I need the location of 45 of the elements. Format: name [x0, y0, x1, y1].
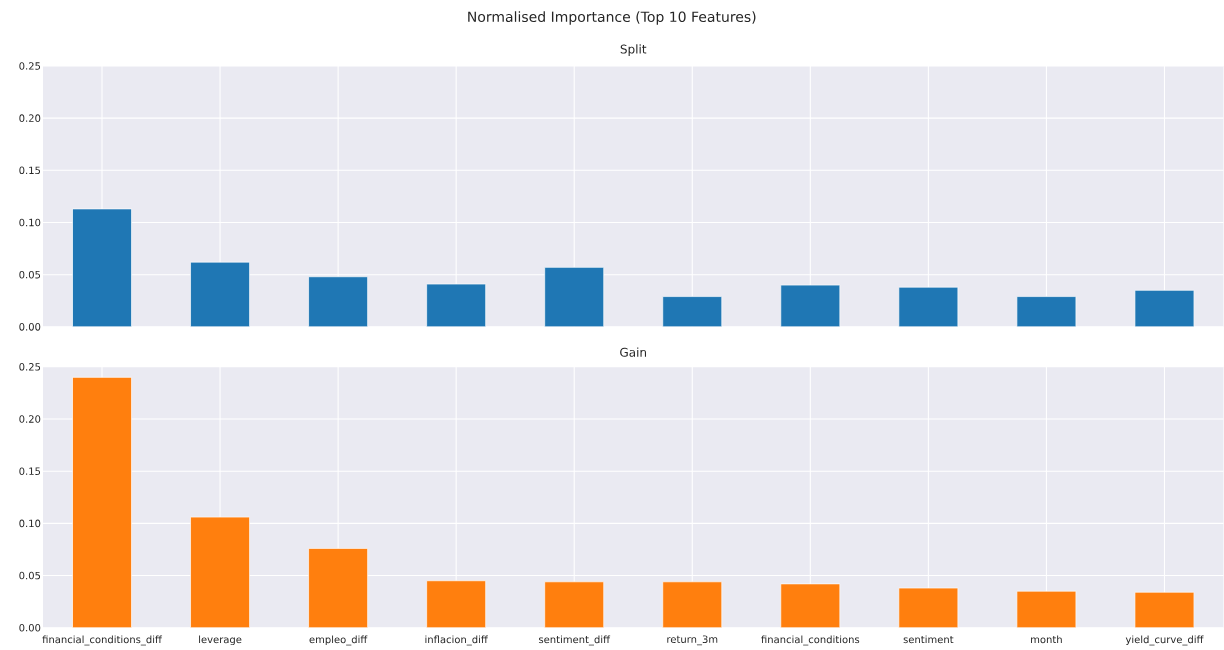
- x-tick-label: yield_curve_diff: [1125, 635, 1204, 646]
- chart-title: Gain: [620, 347, 647, 357]
- y-tick-label: 0.15: [19, 166, 41, 175]
- y-tick-label: 0.10: [19, 519, 41, 528]
- bar: [308, 548, 368, 628]
- x-tick-label: financial_conditions_diff: [42, 635, 163, 646]
- bar: [780, 284, 841, 327]
- y-tick-label: 0.20: [19, 415, 41, 423]
- y-tick-label: 0.20: [19, 114, 41, 123]
- y-tick-label: 0.10: [19, 218, 41, 227]
- x-tick-label: sentiment_diff: [538, 635, 611, 646]
- bar: [898, 587, 959, 628]
- y-tick-label: 0.00: [19, 323, 41, 331]
- text: Normalised Importance (Top 10 Features): [468, 11, 756, 25]
- bar: [1134, 290, 1195, 327]
- bar: [780, 583, 841, 628]
- bar: [426, 580, 487, 628]
- bar: [72, 377, 132, 628]
- bar: [190, 516, 250, 628]
- bar: [426, 283, 487, 327]
- x-tick-label: empleo_diff: [309, 635, 368, 646]
- x-tick-label: inflacion_diff: [425, 635, 488, 646]
- x-tick-label: return_3m: [667, 635, 718, 646]
- bar: [308, 276, 368, 327]
- bar: [190, 261, 250, 327]
- x-tick-label: month: [1031, 635, 1062, 644]
- bar: [544, 267, 605, 327]
- bar: [1016, 296, 1077, 327]
- y-tick-label: 0.05: [19, 270, 41, 279]
- x-tick-label: leverage: [199, 635, 242, 646]
- y-tick-label: 0.15: [19, 467, 41, 476]
- bar: [898, 286, 959, 327]
- bar: [662, 581, 723, 628]
- bar: [544, 581, 605, 628]
- x-tick-label: sentiment: [903, 635, 954, 644]
- bar: [1134, 591, 1195, 628]
- chart-title: Split: [620, 44, 647, 56]
- y-tick-label: 0.00: [19, 624, 41, 632]
- y-tick-label: 0.25: [19, 363, 41, 371]
- x-tick-label: financial_conditions: [761, 635, 860, 646]
- y-tick-label: 0.05: [19, 571, 41, 580]
- bar: [1016, 590, 1077, 628]
- y-tick-label: 0.25: [19, 62, 41, 70]
- bar: [72, 208, 132, 327]
- bar: [662, 296, 723, 327]
